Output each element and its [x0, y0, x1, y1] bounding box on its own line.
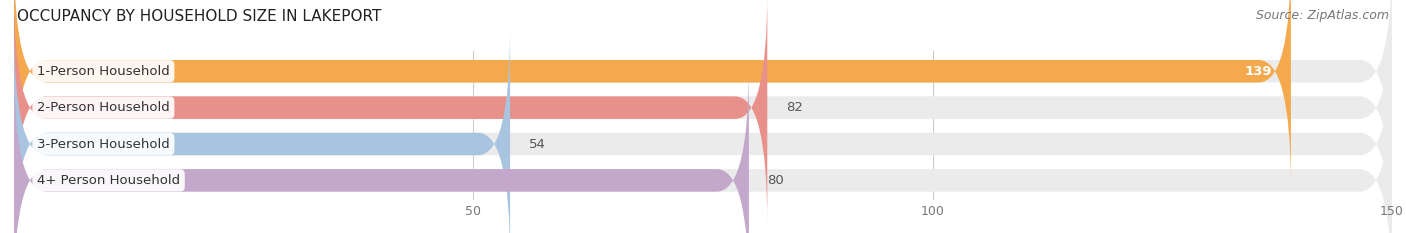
FancyBboxPatch shape: [14, 0, 1291, 187]
FancyBboxPatch shape: [14, 28, 1392, 233]
Text: 82: 82: [786, 101, 803, 114]
Text: 80: 80: [768, 174, 785, 187]
FancyBboxPatch shape: [14, 0, 1392, 187]
FancyBboxPatch shape: [14, 64, 1392, 233]
Text: 139: 139: [1246, 65, 1272, 78]
FancyBboxPatch shape: [14, 28, 510, 233]
Text: 3-Person Household: 3-Person Household: [37, 137, 170, 151]
Text: 54: 54: [529, 137, 546, 151]
Text: 4+ Person Household: 4+ Person Household: [37, 174, 180, 187]
Text: 2-Person Household: 2-Person Household: [37, 101, 170, 114]
Text: Source: ZipAtlas.com: Source: ZipAtlas.com: [1256, 9, 1389, 22]
FancyBboxPatch shape: [14, 64, 749, 233]
FancyBboxPatch shape: [14, 0, 768, 224]
FancyBboxPatch shape: [14, 0, 1392, 224]
Text: OCCUPANCY BY HOUSEHOLD SIZE IN LAKEPORT: OCCUPANCY BY HOUSEHOLD SIZE IN LAKEPORT: [17, 9, 381, 24]
Text: 1-Person Household: 1-Person Household: [37, 65, 170, 78]
